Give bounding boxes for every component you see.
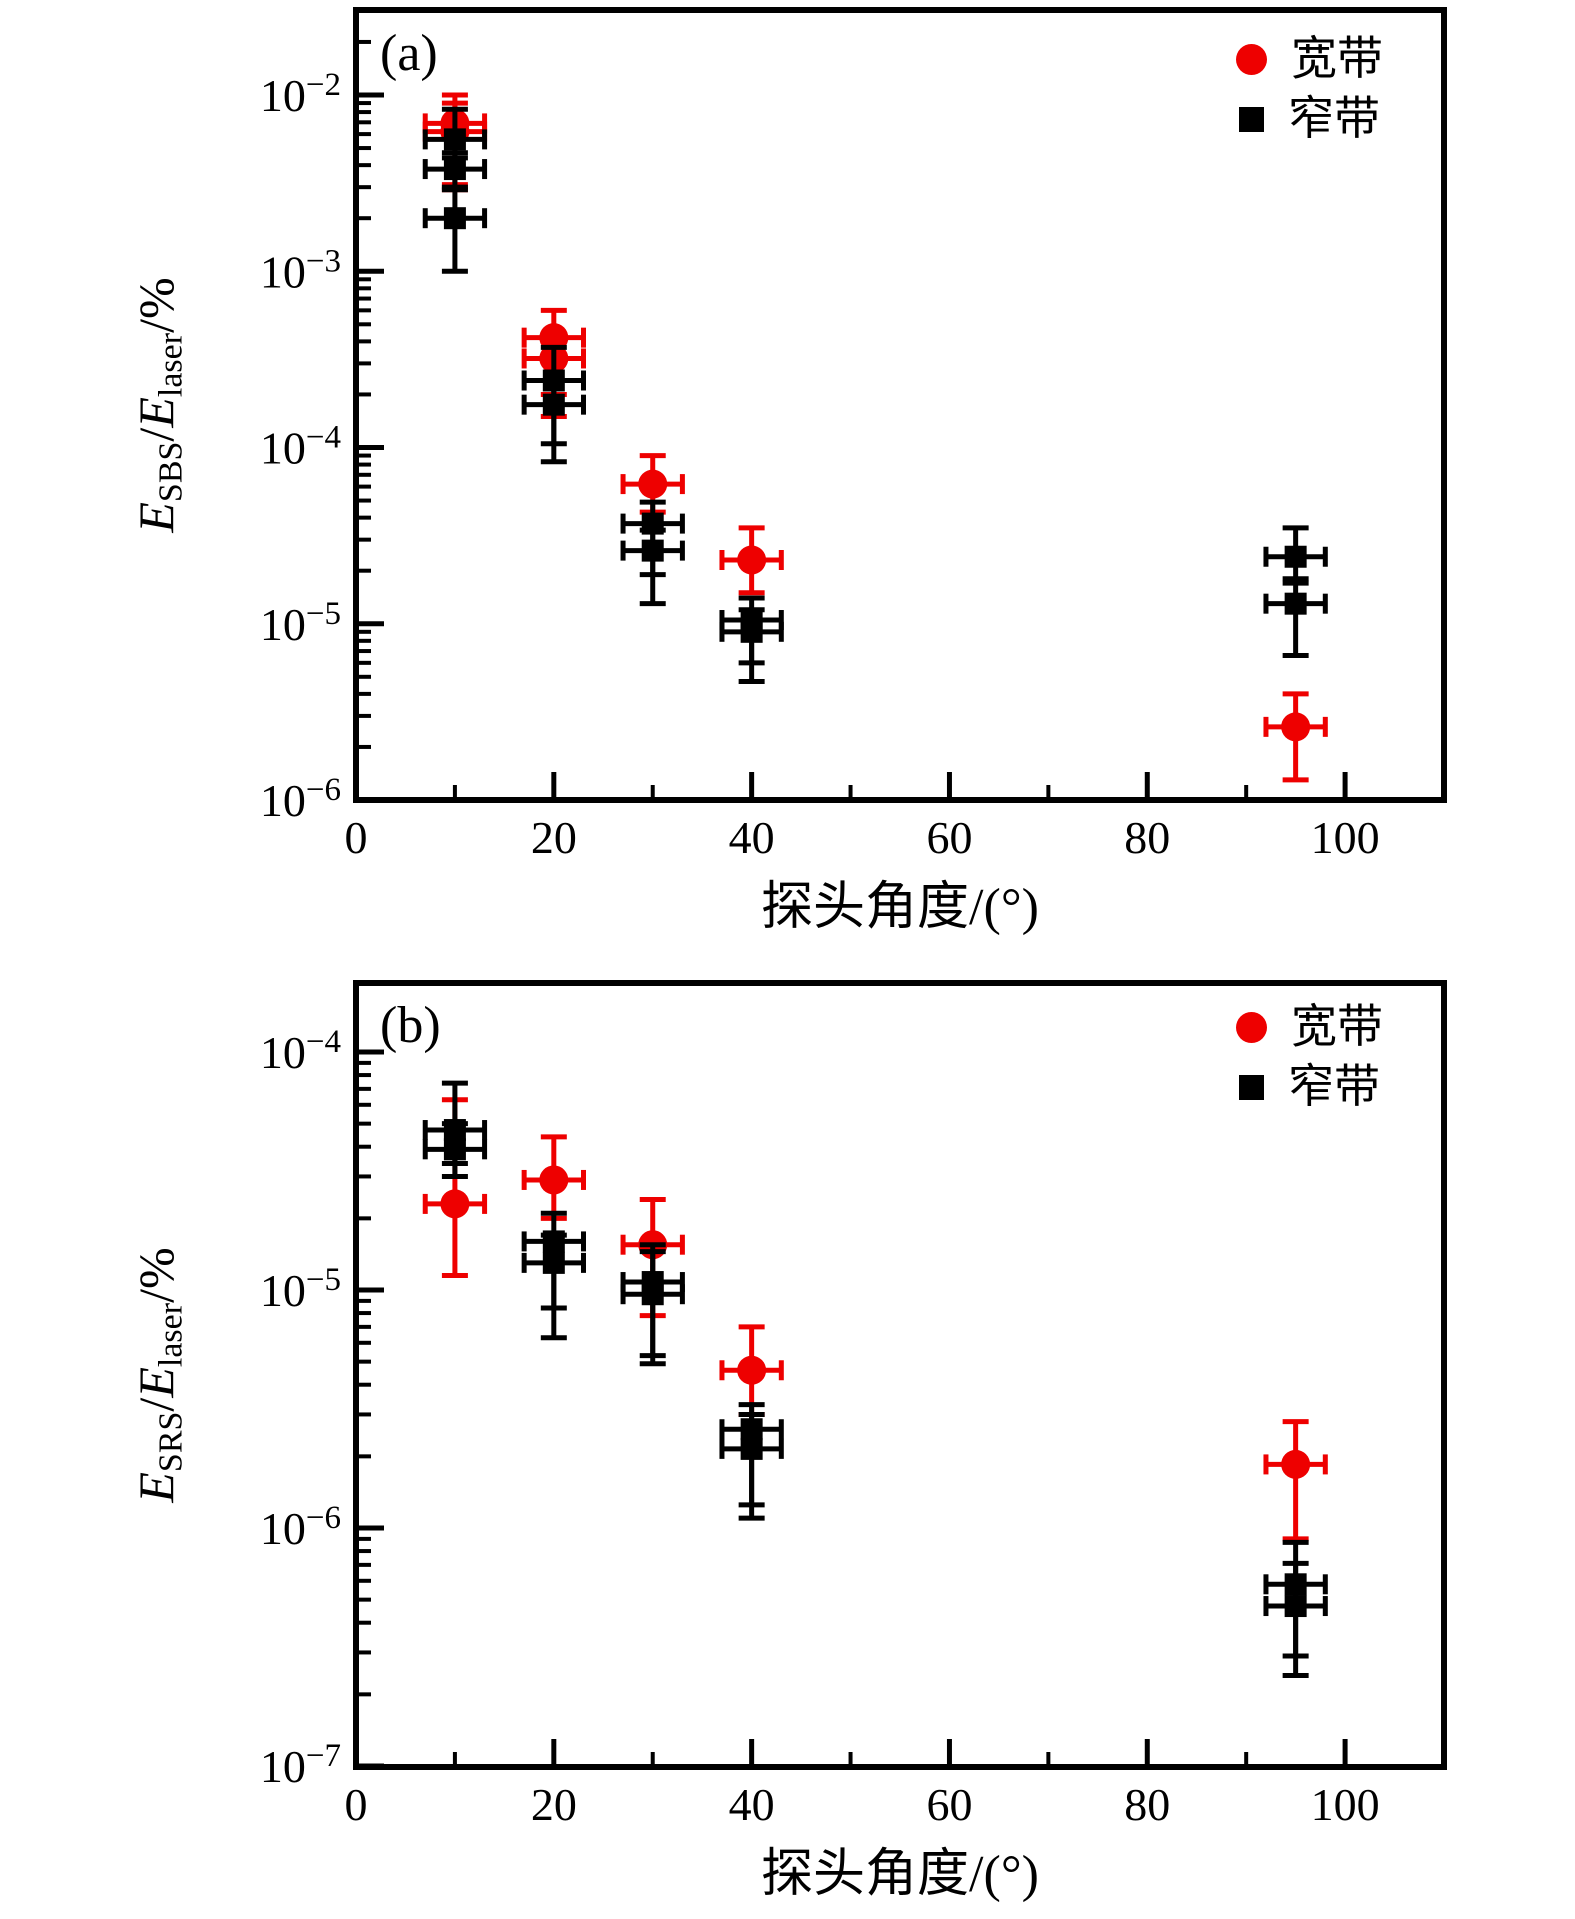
ylabel-b-sub2: laser [152,1302,190,1368]
data-point-narrowband [641,539,664,562]
y-tick-label: 10−5 [260,1262,341,1316]
x-tick-label: 100 [1311,812,1380,863]
ylabel-b-E2: E [128,1367,184,1398]
y-tick-label: 10−4 [260,1024,341,1078]
ylabel-b-slash: / [128,1397,184,1412]
x-tick-label: 80 [1124,1779,1170,1830]
ylabel-b-suffix: /% [128,1247,184,1303]
panel-a-x-axis-title: 探头角度/(°) [761,879,1039,936]
ylabel-a-E2: E [128,397,184,428]
y-tick-label: 10−6 [260,772,341,826]
ylabel-a-sub2: laser [152,332,190,398]
x-tick-label: 0 [345,812,368,863]
x-tick-label: 60 [926,1779,972,1830]
x-tick-label: 20 [531,1779,577,1830]
data-point-narrowband [740,1418,763,1441]
data-point-narrowband [443,207,466,230]
data-point-narrowband [443,128,466,151]
legend-item-narrowband: 窄带 [1236,1064,1383,1110]
panel-b-y-axis-title: ESRS/Elaser/% [128,1247,190,1503]
data-point-broadband [737,1355,767,1385]
data-point-broadband [737,545,767,575]
y-tick-label: 10−4 [260,420,341,474]
legend-label-narrowband: 窄带 [1288,1061,1380,1112]
y-tick-label: 10−6 [260,1500,341,1554]
panel-b-x-axis-title: 探头角度/(°) [761,1846,1039,1903]
ylabel-b-sub1: SRS [152,1411,190,1473]
x-tick-label: 40 [729,1779,775,1830]
x-tick-label: 20 [531,812,577,863]
broadband-marker-icon [1236,1011,1267,1043]
y-tick-label: 10−5 [260,596,341,650]
broadband-marker-icon [1236,43,1267,75]
data-point-narrowband [641,512,664,535]
x-tick-label: 80 [1124,812,1170,863]
panel-a-label: (a) [380,25,438,82]
series-broadband [422,1097,1328,1542]
data-point-broadband [440,1189,470,1219]
data-point-broadband [539,1165,569,1195]
panel-a-plot: 0 20 40 60 80 100 10−2 10−3 10−4 10−5 10−6 [260,7,1447,863]
panel-a-legend: 宽带 窄带 [1236,36,1383,142]
legend-label-broadband: 宽带 [1291,1001,1383,1052]
data-point-narrowband [542,393,565,416]
data-point-narrowband [740,1437,763,1460]
series-narrowband [422,106,1328,685]
data-point-broadband [1281,1449,1311,1479]
data-point-narrowband [1284,545,1307,568]
ylabel-a-slash: / [128,427,184,442]
narrowband-marker-icon [1239,1074,1264,1100]
data-point-narrowband [641,1283,664,1306]
y-tick-label: 10−2 [260,67,341,121]
data-point-narrowband [443,1119,466,1142]
x-tick-label: 40 [729,812,775,863]
data-point-narrowband [542,1230,565,1253]
x-tick-label: 60 [926,812,972,863]
data-point-narrowband [1284,1595,1307,1618]
legend-label-broadband: 宽带 [1291,33,1383,84]
y-tick-label: 10−7 [260,1738,341,1792]
panel-b-legend: 宽带 窄带 [1236,1004,1383,1110]
data-point-broadband [1281,712,1311,742]
legend-label-narrowband: 窄带 [1288,93,1380,144]
panel-a-y-axis-title: ESBS/Elaser/% [128,277,190,533]
data-point-narrowband [542,369,565,392]
y-tick-label: 10−3 [260,243,341,297]
data-point-narrowband [443,1138,466,1161]
x-tick-label: 0 [345,1779,368,1830]
plot-border [353,980,1447,1770]
x-tick-label: 100 [1311,1779,1380,1830]
data-point-narrowband [1284,1573,1307,1596]
legend-item-narrowband: 窄带 [1236,96,1383,142]
ylabel-a-suffix: /% [128,277,184,333]
legend-item-broadband: 宽带 [1236,1004,1383,1050]
narrowband-marker-icon [1239,106,1264,132]
panel-b-plot: 0 20 40 60 80 100 10−4 10−5 10−6 10−7 [260,980,1447,1830]
data-point-broadband [638,469,668,499]
ylabel-a-sub1: SBS [152,441,190,503]
legend-item-broadband: 宽带 [1236,36,1383,82]
data-point-narrowband [1284,592,1307,615]
series-broadband [422,92,1328,783]
plot-border [353,7,1447,803]
panel-b-label: (b) [380,997,441,1054]
data-point-narrowband [740,620,763,643]
series-narrowband [422,1080,1328,1679]
ylabel-b-E1: E [128,1472,184,1503]
data-point-narrowband [542,1251,565,1274]
ylabel-a-E1: E [128,502,184,533]
data-point-narrowband [443,158,466,181]
